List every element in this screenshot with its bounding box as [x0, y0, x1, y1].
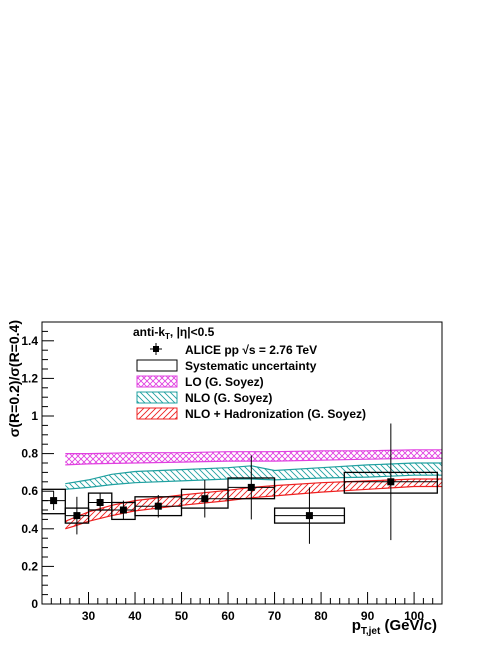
- annotation-subscript: T: [165, 332, 170, 341]
- data-point-6: [247, 483, 255, 491]
- legend-label-lo: LO (G. Soyez): [185, 375, 264, 389]
- annotation-prefix: anti-k: [133, 325, 165, 339]
- legend-swatch-lo: [136, 375, 178, 388]
- annotation-text: anti-kT, |η|<0.5: [133, 325, 215, 341]
- annotation-suffix: , |η|<0.5: [170, 325, 215, 339]
- data-point-2: [96, 499, 104, 506]
- data-point-0: [50, 497, 58, 505]
- data-point-1: [73, 512, 81, 520]
- data-point-3: [119, 506, 127, 514]
- y-tick-label: 0.2: [21, 559, 38, 573]
- x-tick-label: 50: [175, 609, 189, 623]
- band-fill-1: [65, 463, 443, 490]
- legend: ALICE pp √s = 2.76 TeV Systematic uncert…: [136, 343, 366, 421]
- y-tick-label: 0.6: [21, 484, 38, 498]
- data-point-8: [387, 478, 395, 486]
- x-tick-label: 70: [268, 609, 282, 623]
- legend-label-syst: Systematic uncertainty: [185, 359, 317, 373]
- x-tick-label: 40: [128, 609, 142, 623]
- x-tick-label: 60: [221, 609, 235, 623]
- x-tick-label: 90: [361, 609, 375, 623]
- y-tick-label: 1.2: [21, 371, 38, 385]
- x-tick-label: 100: [404, 609, 424, 623]
- legend-swatch-nlohad: [136, 407, 178, 420]
- data-point-5: [201, 495, 209, 503]
- y-axis-label: σ(R=0.2)/σ(R=0.4): [6, 320, 22, 437]
- y-tick-label: 0.8: [21, 447, 38, 461]
- legend-label-data: ALICE pp √s = 2.76 TeV: [185, 343, 317, 357]
- data-point-4: [154, 502, 162, 510]
- y-tick-label: 1.4: [21, 334, 38, 348]
- x-axis-label-unit: (GeV/c): [380, 617, 437, 634]
- data-point-7: [305, 512, 313, 520]
- x-tick-label: 30: [82, 609, 96, 623]
- band-upper-edge-1: [65, 462, 442, 485]
- y-tick-label: 1: [31, 409, 38, 423]
- legend-swatch-syst: [136, 359, 178, 372]
- x-axis-label-main: p: [352, 617, 361, 634]
- y-tick-label: 0.4: [21, 522, 38, 536]
- legend-label-nlo: NLO (G. Soyez): [185, 391, 272, 405]
- x-axis-label-subscript: T,jet: [361, 626, 381, 637]
- legend-swatch-nlo: [136, 391, 178, 404]
- band-fill-0: [65, 449, 443, 465]
- legend-label-nlohad: NLO + Hadronization (G. Soyez): [185, 407, 366, 421]
- y-tick-label: 0: [31, 597, 38, 611]
- band-lower-edge-1: [65, 474, 442, 490]
- x-tick-label: 80: [314, 609, 328, 623]
- x-axis-label: pT,jet (GeV/c): [352, 617, 437, 637]
